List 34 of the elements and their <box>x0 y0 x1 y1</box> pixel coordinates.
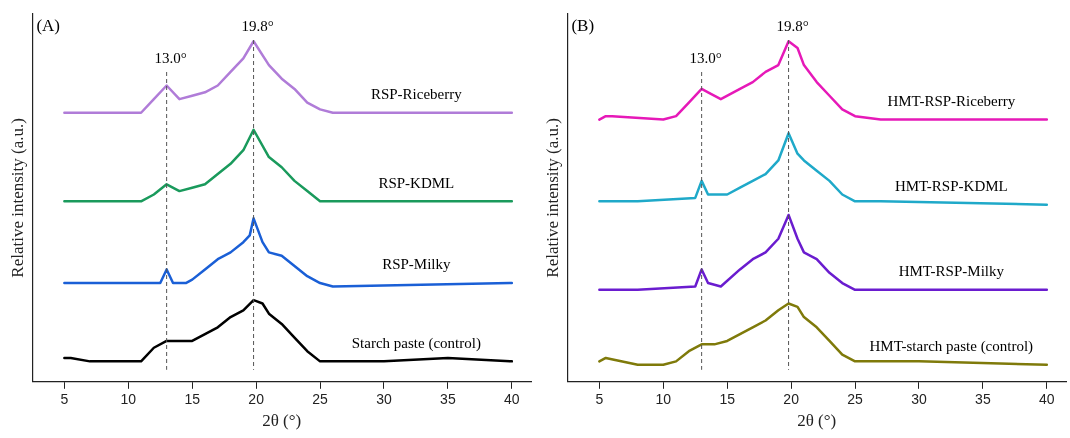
series-label: RSP-Milky <box>382 256 451 273</box>
x-axis-title: 2θ (°) <box>262 411 302 431</box>
series-label: Starch paste (control) <box>351 334 481 352</box>
ref-line-label: 19.8° <box>776 18 809 35</box>
text: (B) <box>571 15 595 35</box>
x-tick-label: 30 <box>911 391 927 408</box>
x-tick-label: 40 <box>1039 391 1055 408</box>
ref-line-label: 13.0° <box>154 50 187 67</box>
x-tick-label: 40 <box>504 391 520 408</box>
x-tick-label: 35 <box>975 391 991 408</box>
series-label: HMT-starch paste (control) <box>869 338 1034 356</box>
x-tick-label: 35 <box>440 391 456 408</box>
x-tick-label: 15 <box>719 391 736 408</box>
x-tick-label: 10 <box>655 391 672 408</box>
series-label: HMT-RSP-Milky <box>898 263 1005 280</box>
x-axis-title: 2θ (°) <box>797 411 837 431</box>
series-label: RSP-Riceberry <box>370 86 463 103</box>
x-tick-label: 20 <box>248 391 265 408</box>
x-tick-label: 30 <box>376 391 392 408</box>
x-tick-label: 5 <box>595 391 604 408</box>
text: (A) <box>36 15 61 35</box>
series-label: HMT-RSP-Riceberry <box>887 93 1016 110</box>
series-label: HMT-RSP-KDML <box>894 178 1008 195</box>
x-tick-label: 25 <box>312 391 329 408</box>
series-label: RSP-KDML <box>378 174 455 191</box>
y-axis-title: Relative intensity (a.u.) <box>7 118 27 278</box>
x-tick-label: 25 <box>847 391 864 408</box>
y-axis-title: Relative intensity (a.u.) <box>542 118 562 278</box>
x-tick-label: 15 <box>184 391 201 408</box>
ref-line-label: 13.0° <box>689 50 722 67</box>
ref-line-label: 19.8° <box>241 18 274 35</box>
x-tick-label: 10 <box>120 391 137 408</box>
x-tick-label: 20 <box>783 391 800 408</box>
x-tick-label: 5 <box>60 391 69 408</box>
